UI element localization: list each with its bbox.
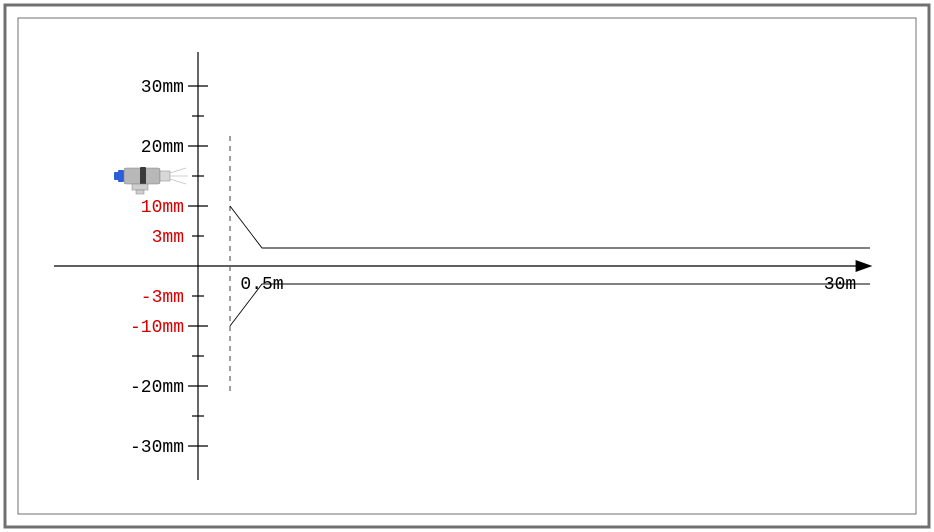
beam-lower-boundary <box>230 284 870 326</box>
x-axis-label: 30m <box>824 275 856 295</box>
y-tick-label: -20mm <box>130 378 184 398</box>
y-tick-label: 30mm <box>141 78 184 98</box>
x-axis-labels: 0.5m 30m <box>240 275 856 295</box>
y-tick-label: 20mm <box>141 138 184 158</box>
y-axis-ticks: 30mm 20mm 10mm 3mm -3mm -10mm -20mm -30mm <box>130 78 208 458</box>
y-tick-label: -30mm <box>130 438 184 458</box>
y-tick-label: -3mm <box>141 288 184 308</box>
y-tick-label: 10mm <box>141 198 184 218</box>
y-tick-label: -10mm <box>130 318 184 338</box>
beam-upper-boundary <box>230 206 870 248</box>
x-axis-label: 0.5m <box>240 275 283 295</box>
laser-device-icon <box>114 167 188 194</box>
y-tick-label: 3mm <box>152 228 184 248</box>
diagram-canvas: 30mm 20mm 10mm 3mm -3mm -10mm -20mm -30mm 0.5m 3… <box>0 0 934 532</box>
